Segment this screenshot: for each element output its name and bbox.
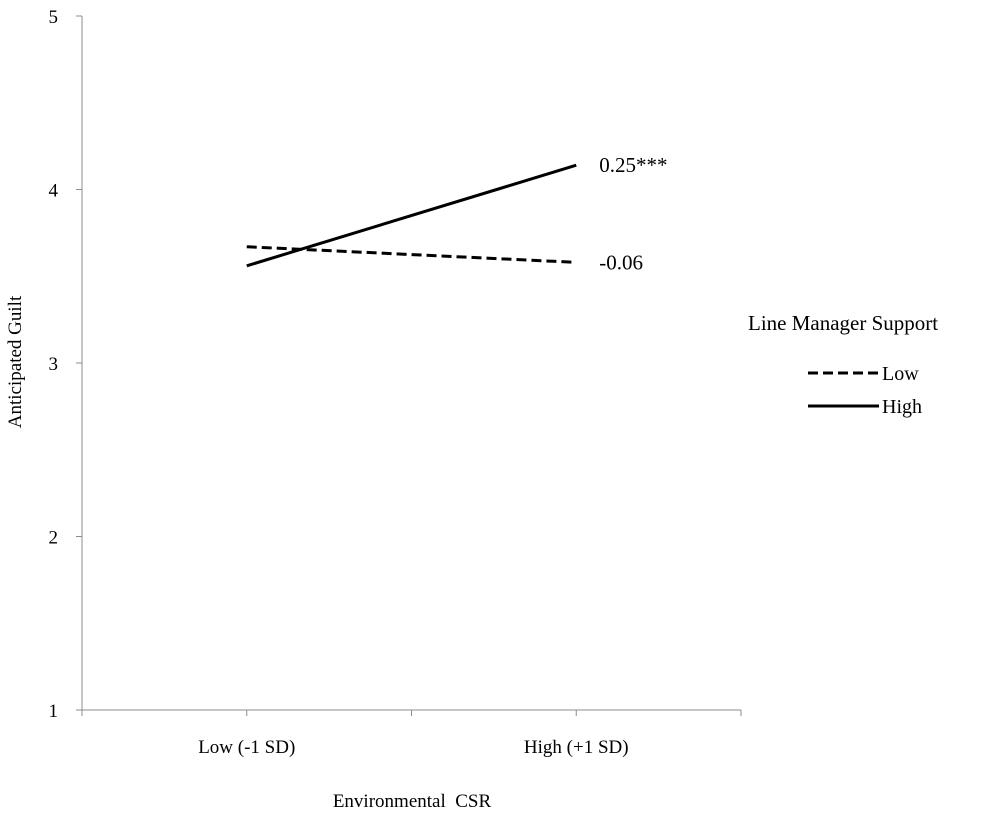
- x-category-label: High (+1 SD): [524, 737, 629, 758]
- annotations: -0.06 0.25***: [599, 153, 667, 274]
- y-tick-label: 3: [49, 354, 59, 375]
- slope-annotation-low: -0.06: [599, 250, 643, 274]
- x-axis-ticks: Low (-1 SD) High (+1 SD): [81, 710, 742, 758]
- y-axis-title: Anticipated Guilt: [5, 295, 26, 428]
- y-tick-label: 5: [49, 7, 59, 28]
- legend-title: Line Manager Support: [748, 311, 938, 335]
- y-tick-label: 2: [49, 528, 59, 549]
- legend-label-low: Low: [882, 363, 919, 385]
- axes: [81, 16, 741, 711]
- y-axis-ticks: 1 2 3 4 5: [49, 7, 82, 722]
- legend-label-high: High: [882, 396, 922, 418]
- y-tick-label: 1: [49, 701, 59, 722]
- series-lines: [246, 163, 577, 268]
- series-line-low: [246, 245, 577, 264]
- series-line-high: [246, 163, 577, 268]
- legend: Line Manager Support Low High: [748, 311, 938, 418]
- x-axis-title: Environmental CSR: [333, 791, 492, 812]
- slope-annotation-high: 0.25***: [599, 153, 667, 177]
- y-tick-label: 4: [49, 181, 59, 202]
- x-category-label: Low (-1 SD): [198, 737, 295, 758]
